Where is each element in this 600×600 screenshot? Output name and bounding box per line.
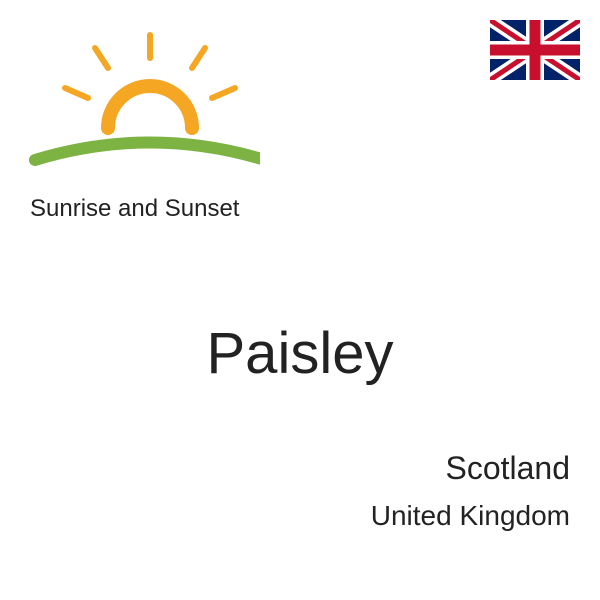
- sunrise-sunset-logo: [20, 20, 260, 180]
- city-name: Paisley: [0, 320, 600, 387]
- region-name: Scotland: [445, 450, 570, 487]
- country-name: United Kingdom: [371, 500, 570, 532]
- tagline-text: Sunrise and Sunset: [30, 195, 239, 223]
- uk-flag-icon: [490, 20, 580, 80]
